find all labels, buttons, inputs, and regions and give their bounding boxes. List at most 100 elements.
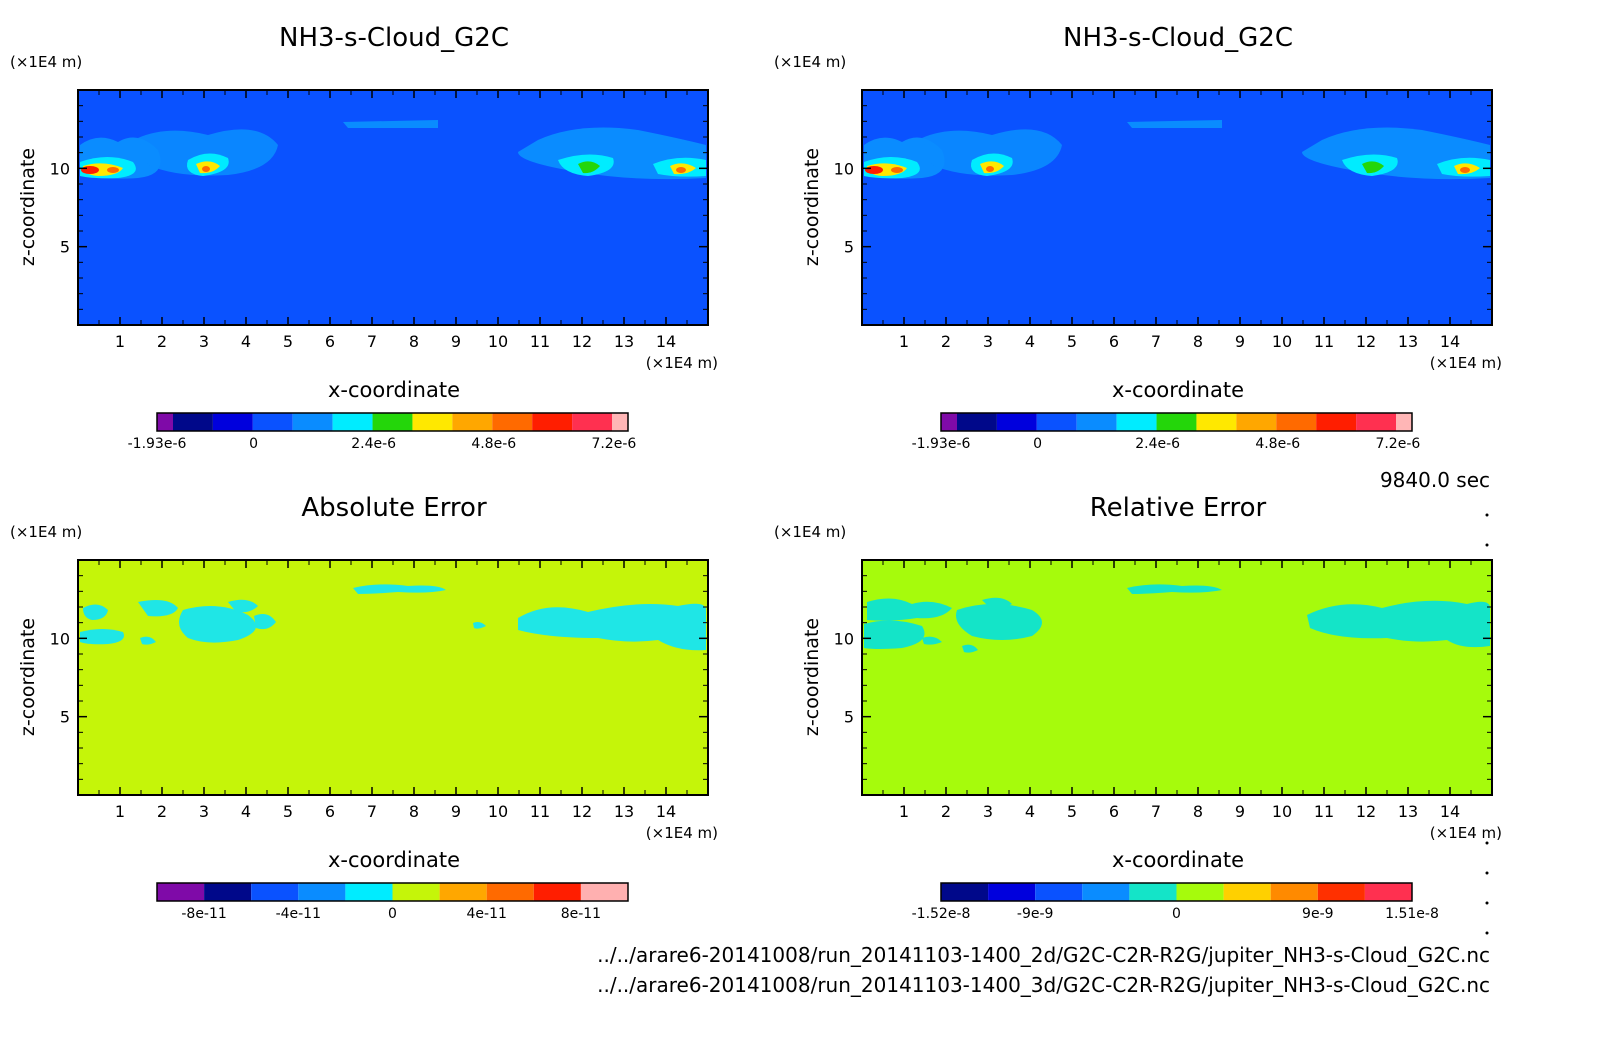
y-unit-label: (×1E4 m): [10, 53, 82, 71]
x-tick-label: 3: [983, 802, 993, 821]
y-ticks: 5 10: [834, 575, 1492, 780]
x-tick-label: 2: [157, 332, 167, 351]
x-ticks: 1 2 3 4 5 6 7 8 9 10 11 12 13 14: [882, 90, 1472, 351]
colorbar-swatch: [1236, 413, 1277, 431]
colorbar-swatch: [439, 883, 487, 901]
x-tick-label: 4: [241, 332, 251, 351]
colorbar-label: 4e-11: [467, 906, 507, 922]
x-tick-label: 13: [614, 802, 634, 821]
file-path-3d: ../../arare6-20141008/run_20141103-1400_…: [597, 973, 1490, 997]
y-ticks: 5 10: [834, 105, 1492, 310]
error-features: [80, 584, 706, 651]
x-ticks: 1 2 3 4 5 6 7 8 9 10 11 12 13 14: [98, 90, 688, 351]
x-tick-label: 14: [656, 802, 676, 821]
x-tick-label: 10: [488, 332, 508, 351]
panel-relative-error: Relative Error (×1E4 m) 1 2 3 4 5 6 7 8 9 10 11 12 1…: [774, 493, 1502, 922]
x-tick-label: 14: [656, 332, 676, 351]
y-unit-label: (×1E4 m): [774, 523, 846, 541]
x-tick-label: 11: [1314, 332, 1334, 351]
colorbar-swatch: [941, 883, 989, 901]
colorbar-swatch: [1035, 883, 1083, 901]
y-tick-label: 10: [50, 159, 70, 178]
x-tick-label: 5: [1067, 332, 1077, 351]
plot-field: [862, 560, 1492, 795]
x-tick-label: 3: [983, 332, 993, 351]
colorbar-swatch: [1076, 413, 1117, 431]
panel-cloud-3d: NH3-s-Cloud_G2C (×1E4 m) 1 2 3 4 5 6 7 8 9 10 11 12…: [774, 23, 1502, 452]
x-tick-label: 7: [367, 332, 377, 351]
x-tick-label: 3: [199, 802, 209, 821]
colorbar-label: -9e-9: [1017, 906, 1054, 922]
x-tick-label: 9: [451, 332, 461, 351]
colorbar: -8e-11 -4e-11 0 4e-11 8e-11: [156, 882, 629, 922]
y-tick-label: 5: [60, 238, 70, 257]
x-axis-label: x-coordinate: [328, 378, 460, 402]
x-tick-label: 6: [1109, 802, 1119, 821]
y-axis-label: z-coordinate: [801, 148, 823, 266]
panel-cloud-2d: NH3-s-Cloud_G2C (×1E4 m) 1 2 3 4 5 6 7 8 9 10 11 12…: [10, 23, 718, 452]
colorbar-label: -1.93e-6: [128, 436, 187, 452]
colorbar-label: 9e-9: [1302, 906, 1333, 922]
colorbar-label: 0: [1172, 906, 1181, 922]
x-tick-label: 5: [283, 802, 293, 821]
colorbar-label: 1.51e-8: [1385, 906, 1439, 922]
colorbar-swatch: [412, 413, 453, 431]
colorbar-swatch: [533, 883, 581, 901]
x-tick-label: 13: [1398, 802, 1418, 821]
x-axis-label: x-coordinate: [1112, 378, 1244, 402]
colorbar-label: 7.2e-6: [591, 436, 636, 452]
x-tick-label: 5: [283, 332, 293, 351]
colorbar-frame: [940, 412, 1413, 432]
x-tick-label: 5: [1067, 802, 1077, 821]
colorbar: -1.93e-6 0 2.4e-6 4.8e-6 7.2e-6: [128, 412, 636, 452]
x-axis-label: x-coordinate: [1112, 848, 1244, 872]
y-unit-label: (×1E4 m): [10, 523, 82, 541]
colorbar-frame: [156, 882, 629, 902]
y-tick-label: 10: [834, 629, 854, 648]
colorbar-swatch: [580, 883, 628, 901]
colorbar-label: -1.52e-8: [912, 906, 971, 922]
plot-field: [78, 560, 708, 795]
x-tick-label: 9: [451, 802, 461, 821]
colorbar-swatch: [492, 413, 533, 431]
x-tick-label: 8: [409, 332, 419, 351]
colorbar-swatch: [332, 413, 373, 431]
x-unit-label: (×1E4 m): [646, 824, 718, 842]
x-tick-label: 10: [1272, 802, 1292, 821]
y-axis-label: z-coordinate: [801, 618, 823, 736]
colorbar-label: 2.4e-6: [1135, 436, 1180, 452]
colorbar: -1.52e-8 -9e-9 0 9e-9 1.51e-8: [912, 882, 1439, 922]
x-tick-label: 11: [530, 332, 550, 351]
x-tick-label: 14: [1440, 802, 1460, 821]
y-tick-label: 10: [50, 629, 70, 648]
colorbar-label: -1.93e-6: [912, 436, 971, 452]
error-features: [864, 584, 1490, 653]
colorbar-swatch: [1364, 883, 1412, 901]
panel-absolute-error: Absolute Error (×1E4 m) 1 2 3 4 5 6 7 8 9 10 11 12 1…: [10, 493, 718, 922]
x-tick-label: 8: [409, 802, 419, 821]
colorbar-swatch: [1036, 413, 1077, 431]
x-tick-label: 2: [941, 332, 951, 351]
colorbar-swatch: [157, 413, 173, 431]
y-tick-label: 5: [844, 708, 854, 727]
colorbar-swatch: [1223, 883, 1271, 901]
x-tick-label: 6: [325, 332, 335, 351]
colorbar-swatch: [988, 883, 1036, 901]
colorbar-label: 0: [1033, 436, 1042, 452]
colorbar-swatch: [1082, 883, 1130, 901]
cloud-features: [864, 120, 1490, 180]
colorbar-label: 8e-11: [561, 906, 601, 922]
colorbar-frame: [156, 412, 629, 432]
x-tick-label: 8: [1193, 332, 1203, 351]
x-tick-label: 8: [1193, 802, 1203, 821]
colorbar-swatch: [204, 883, 252, 901]
colorbar-swatch: [532, 413, 573, 431]
colorbar-swatch: [1276, 413, 1317, 431]
colorbar-swatch: [212, 413, 253, 431]
colorbar-swatch: [1156, 413, 1197, 431]
x-tick-label: 3: [199, 332, 209, 351]
colorbar-swatch: [392, 883, 440, 901]
x-unit-label: (×1E4 m): [1430, 824, 1502, 842]
colorbar-label: -4e-11: [276, 906, 321, 922]
colorbar-swatch: [957, 413, 997, 431]
